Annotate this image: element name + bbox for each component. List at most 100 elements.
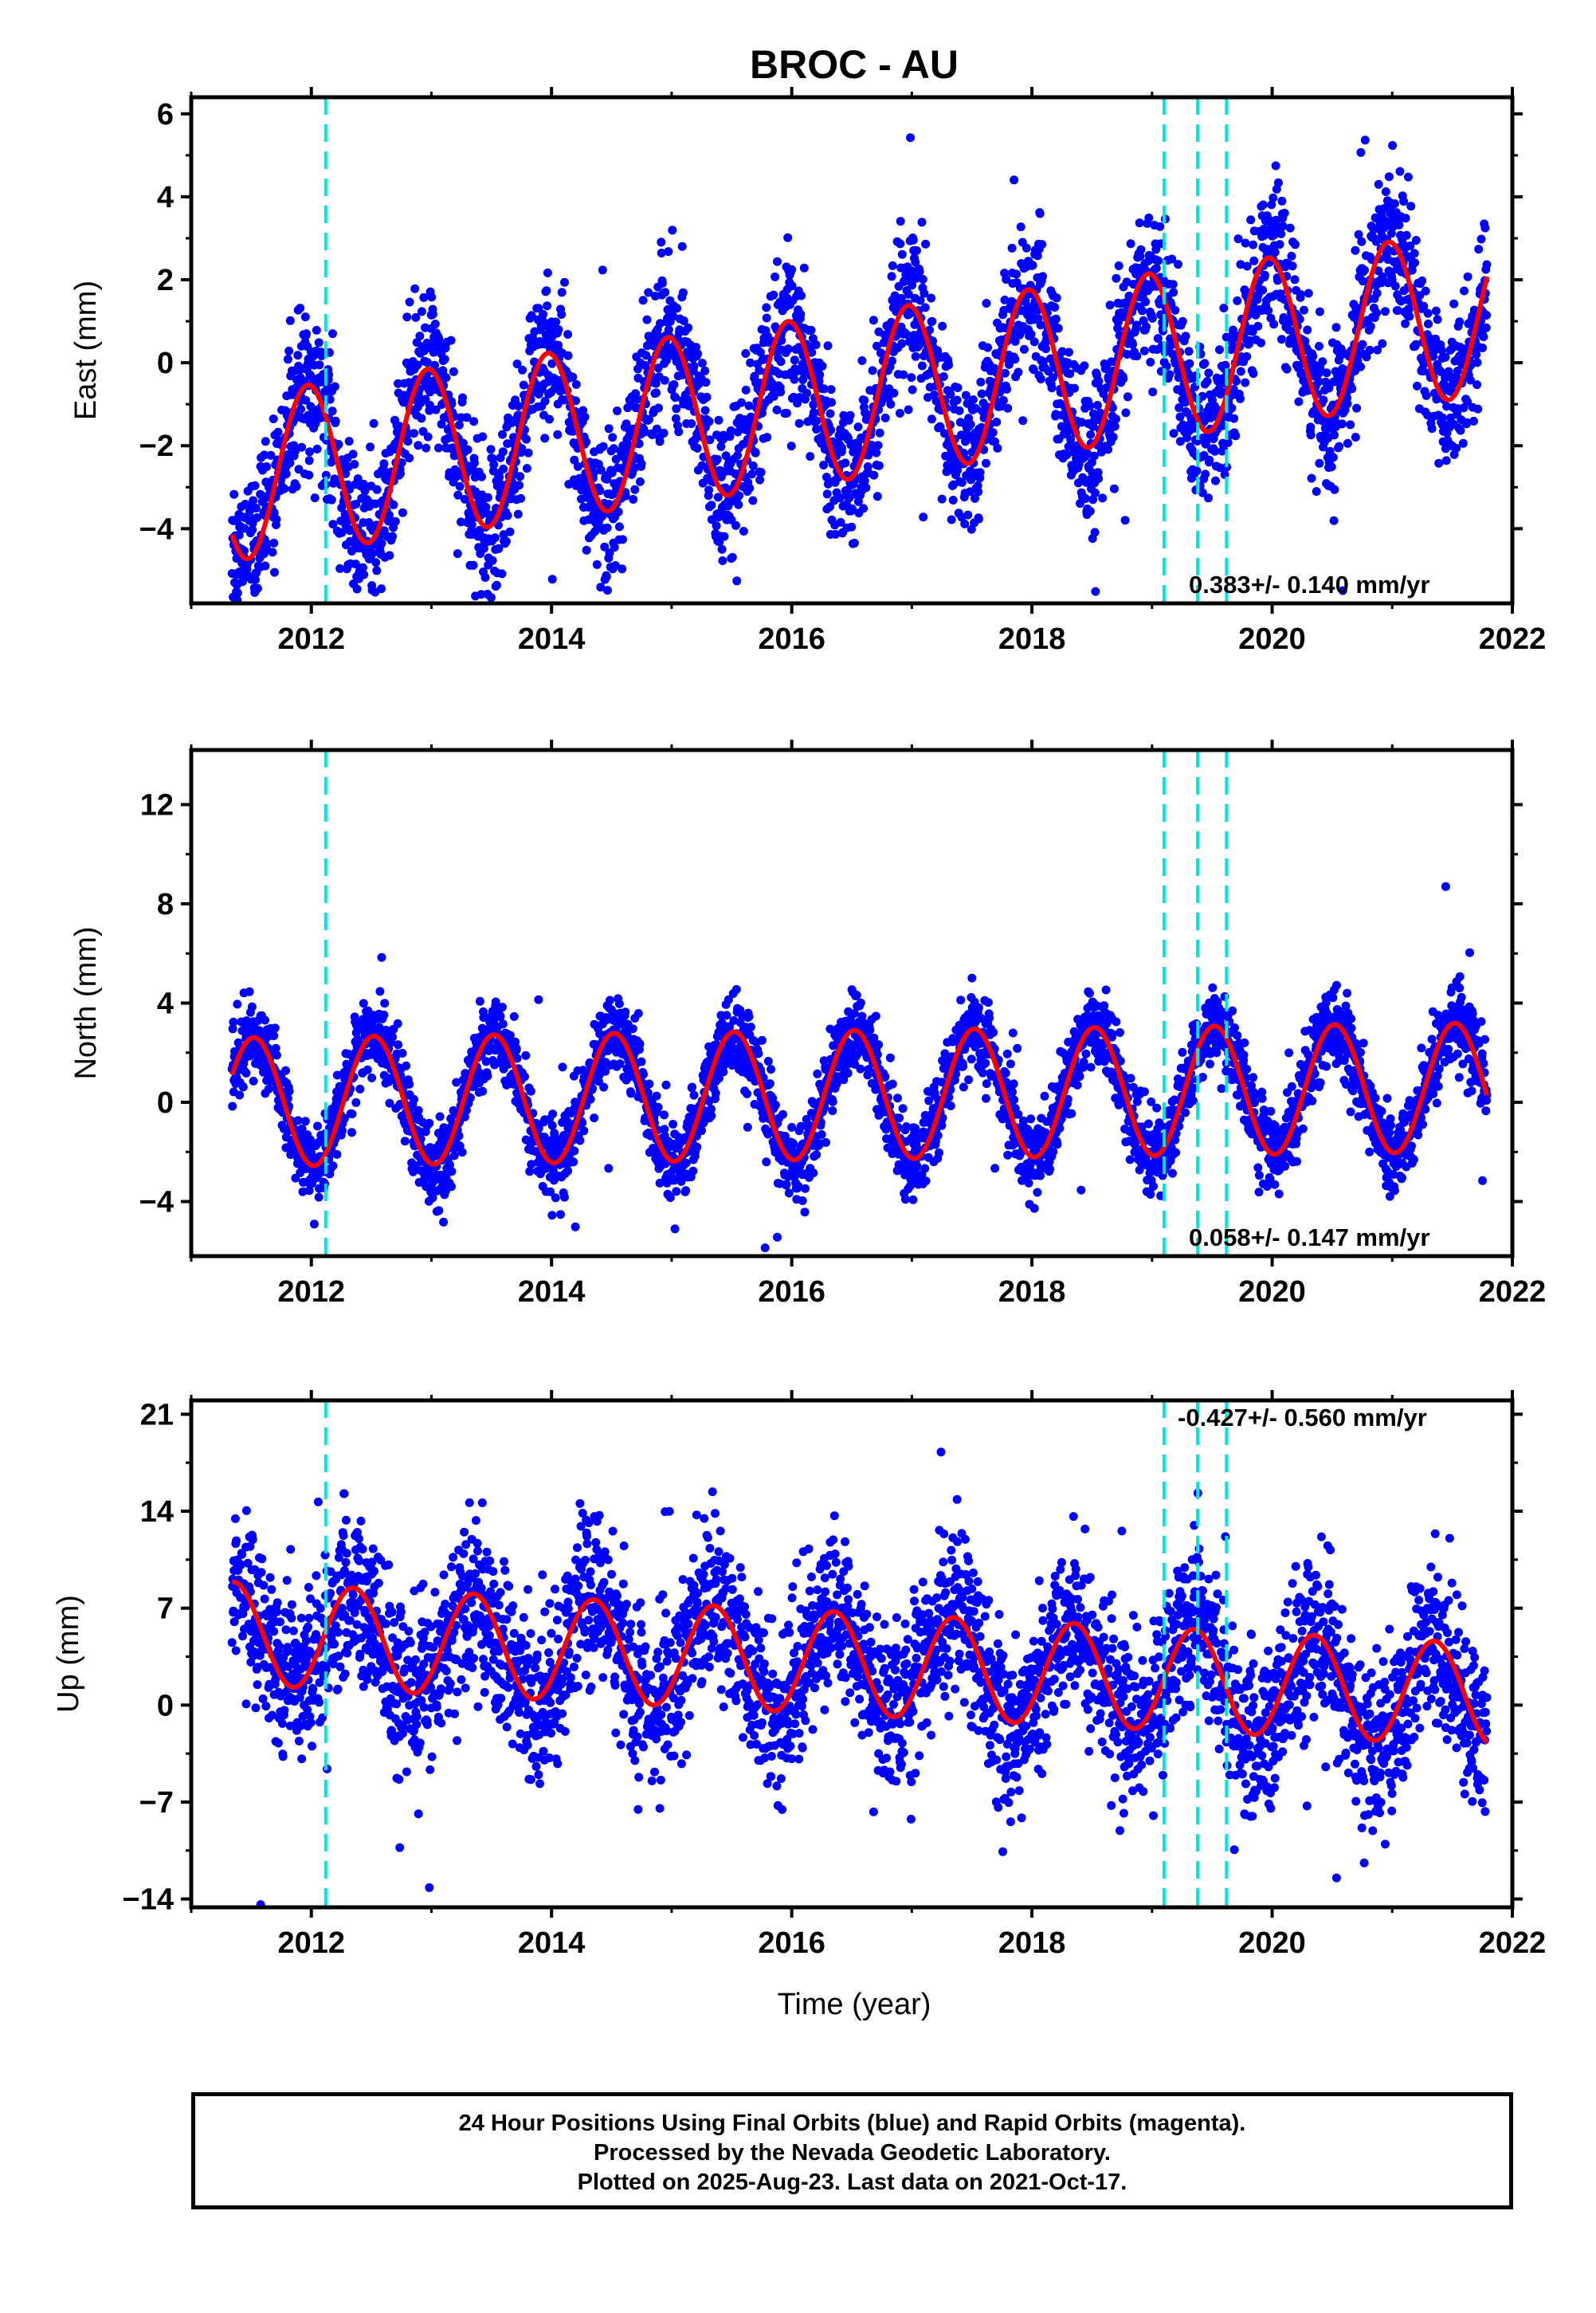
data-point: [713, 493, 723, 502]
data-point: [1153, 334, 1163, 344]
data-point: [1050, 303, 1060, 312]
data-point: [1434, 458, 1444, 468]
data-point: [916, 296, 925, 305]
data-point: [769, 290, 778, 300]
data-point: [614, 999, 624, 1008]
data-point: [377, 952, 386, 962]
data-point: [248, 525, 257, 535]
data-point: [262, 540, 272, 548]
data-point: [1258, 200, 1268, 210]
data-point: [831, 529, 840, 539]
data-point: [1121, 408, 1131, 418]
data-point: [1108, 432, 1118, 442]
data-point: [700, 406, 710, 415]
data-point: [896, 239, 905, 249]
data-point: [1401, 319, 1410, 328]
data-point: [1114, 261, 1123, 270]
data-point: [915, 267, 924, 277]
data-point: [330, 474, 339, 484]
data-point: [672, 1187, 681, 1196]
data-point: [1178, 420, 1188, 430]
data-point: [269, 414, 278, 423]
data-point: [1335, 442, 1344, 451]
data-point: [621, 491, 630, 501]
data-point: [423, 432, 433, 442]
data-point: [687, 419, 696, 428]
data-point: [1175, 412, 1185, 422]
data-point: [393, 1019, 402, 1028]
rate-label: 0.383+/- 0.140 mm/yr: [1189, 571, 1429, 599]
data-point: [1210, 446, 1220, 456]
data-point: [1343, 438, 1352, 448]
data-point: [919, 512, 928, 522]
data-point: [375, 987, 385, 996]
data-point: [735, 491, 744, 501]
data-point: [823, 341, 833, 351]
data-point: [350, 460, 359, 469]
data-point: [1003, 403, 1013, 413]
data-point: [1174, 373, 1183, 383]
data-point: [359, 570, 369, 579]
data-point: [955, 406, 964, 415]
data-point: [968, 395, 978, 404]
data-point: [1148, 387, 1158, 397]
data-point: [351, 500, 361, 509]
data-point: [509, 1011, 519, 1021]
data-point: [975, 468, 985, 477]
data-point: [992, 418, 1002, 426]
data-point: [1372, 289, 1382, 298]
data-point: [707, 501, 716, 510]
data-point: [571, 379, 581, 389]
data-point: [388, 532, 398, 541]
data-point: [1026, 329, 1036, 339]
data-point: [371, 631, 379, 640]
y-tick-label: −2: [139, 430, 174, 463]
data-point: [1108, 660, 1117, 669]
data-point: [527, 311, 536, 320]
data-point: [692, 1142, 702, 1152]
data-point: [1248, 327, 1257, 336]
data-point: [799, 263, 809, 273]
data-point: [473, 636, 481, 645]
data-point: [501, 536, 511, 546]
data-point: [281, 469, 291, 478]
data-point: [1482, 311, 1492, 320]
data-point: [660, 1110, 669, 1120]
data-point: [483, 1071, 492, 1081]
data-point: [773, 257, 782, 266]
data-point: [1136, 245, 1146, 254]
data-point: [748, 461, 758, 470]
data-point: [304, 470, 314, 480]
data-point: [592, 560, 602, 569]
data-point: [1091, 488, 1100, 497]
data-point: [1167, 254, 1177, 264]
data-point: [712, 454, 722, 464]
data-point: [887, 272, 896, 281]
data-point: [688, 1082, 697, 1092]
data-point: [1112, 273, 1121, 283]
data-point: [664, 247, 673, 257]
data-point: [717, 544, 727, 554]
data-point: [1441, 352, 1450, 362]
data-point: [469, 560, 478, 570]
data-point: [1453, 367, 1462, 375]
data-point: [1070, 383, 1079, 393]
data-point: [1002, 275, 1011, 284]
data-point: [1010, 175, 1019, 185]
data-point: [607, 490, 617, 500]
data-point: [684, 323, 693, 332]
data-point: [1036, 375, 1045, 383]
data-point: [1356, 362, 1365, 371]
data-point: [693, 349, 703, 359]
data-point: [1360, 265, 1369, 275]
data-point: [1184, 347, 1194, 356]
data-point: [431, 405, 441, 414]
data-point: [434, 1206, 444, 1215]
data-point: [362, 645, 371, 654]
data-point: [1139, 346, 1149, 355]
data-point: [380, 999, 390, 1008]
data-point: [525, 1167, 535, 1176]
data-point: [270, 1023, 280, 1033]
data-point: [1327, 462, 1336, 472]
data-point: [570, 1146, 579, 1156]
